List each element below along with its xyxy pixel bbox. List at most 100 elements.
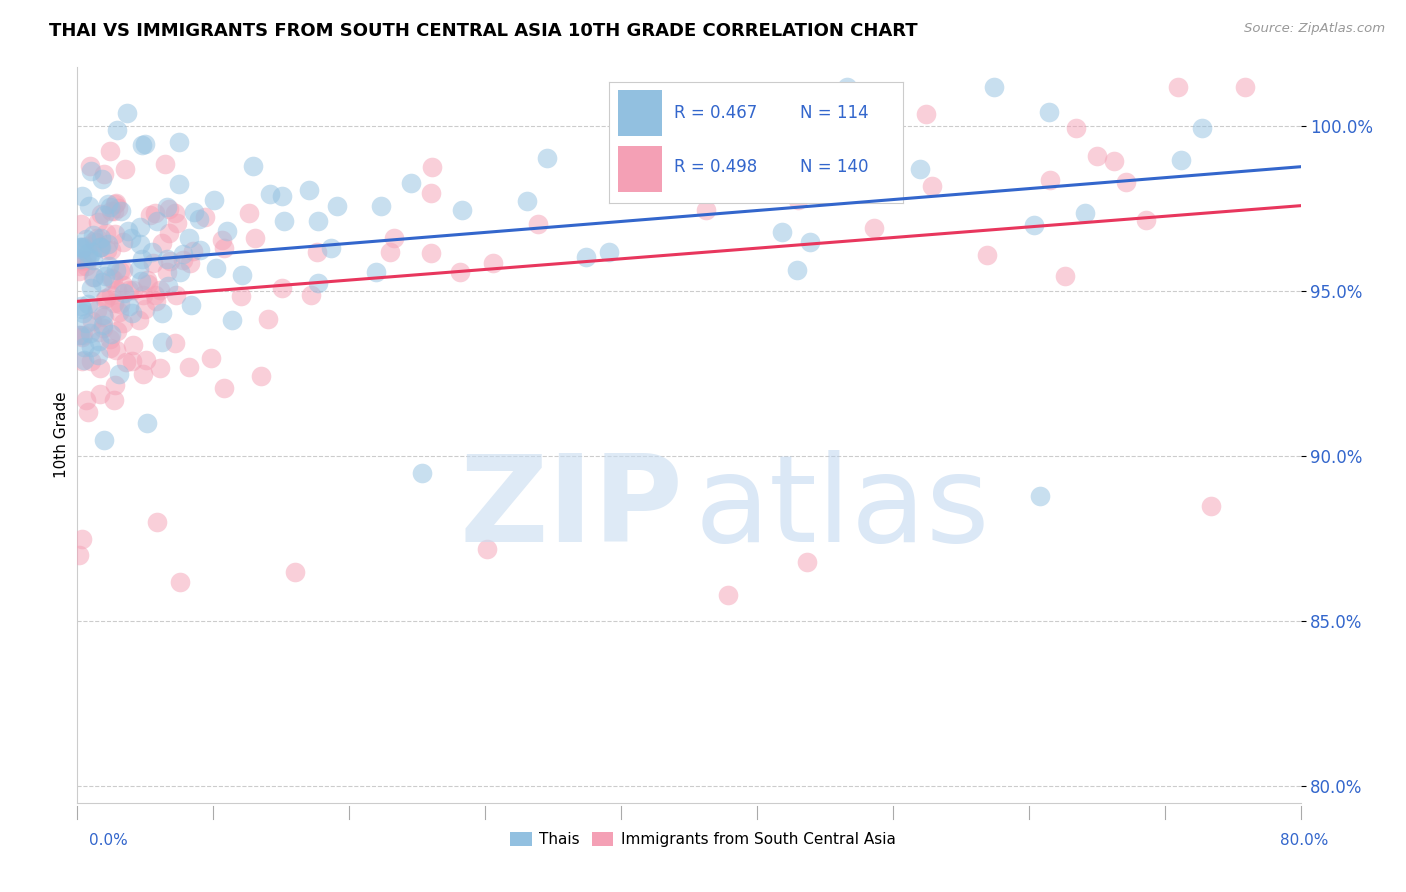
Point xyxy=(86,302,108,317)
Point xyxy=(163,336,186,351)
Point xyxy=(76,297,98,311)
Point xyxy=(145,213,167,227)
Point xyxy=(321,241,343,255)
Point xyxy=(105,324,128,338)
Point xyxy=(167,135,190,149)
Point xyxy=(221,312,243,326)
Point xyxy=(111,235,134,250)
Point xyxy=(243,230,266,244)
Point xyxy=(238,206,260,220)
Point xyxy=(384,230,406,244)
Point xyxy=(75,260,97,274)
Point xyxy=(96,244,118,258)
Point xyxy=(107,304,129,318)
Point xyxy=(103,295,125,310)
Point xyxy=(1028,489,1050,503)
Point xyxy=(1074,206,1097,220)
Text: atlas: atlas xyxy=(695,450,991,567)
Point xyxy=(707,153,730,168)
Point xyxy=(80,314,103,328)
Point xyxy=(77,251,100,265)
Point xyxy=(70,254,93,268)
Point xyxy=(796,555,818,569)
Point xyxy=(98,332,121,346)
Point xyxy=(94,291,117,305)
Point xyxy=(75,253,97,268)
Point xyxy=(89,387,111,401)
Point xyxy=(76,239,98,253)
Point xyxy=(1102,153,1125,168)
Point xyxy=(786,262,808,277)
Point xyxy=(89,360,111,375)
Point xyxy=(307,214,329,228)
Point xyxy=(165,287,187,301)
Point xyxy=(150,334,173,349)
Point xyxy=(86,235,108,250)
Point xyxy=(129,219,152,234)
Point xyxy=(111,262,134,277)
Point xyxy=(259,186,281,201)
Point xyxy=(103,204,125,219)
Point xyxy=(69,242,91,256)
Point xyxy=(143,287,166,301)
Point xyxy=(111,277,134,292)
Point xyxy=(105,123,128,137)
Point xyxy=(89,239,111,253)
Point xyxy=(77,199,100,213)
Point xyxy=(249,368,271,383)
Point xyxy=(108,367,131,381)
Point xyxy=(211,233,233,247)
Point xyxy=(132,367,155,381)
Point xyxy=(79,160,101,174)
Point xyxy=(149,360,172,375)
Point xyxy=(80,354,103,368)
Point xyxy=(70,532,93,546)
Point xyxy=(231,268,253,283)
Point xyxy=(204,260,226,275)
Point xyxy=(273,214,295,228)
Point xyxy=(108,296,131,310)
Point xyxy=(94,227,117,241)
Point xyxy=(104,343,127,357)
Text: 0.0%: 0.0% xyxy=(89,833,128,847)
Point xyxy=(86,231,108,245)
Point xyxy=(830,105,852,120)
Point xyxy=(194,211,217,225)
Point xyxy=(90,207,112,221)
Point xyxy=(411,466,433,480)
Point xyxy=(72,328,94,343)
Point xyxy=(91,171,114,186)
Point xyxy=(80,164,103,178)
Point xyxy=(482,256,505,270)
Point xyxy=(200,351,222,365)
Point xyxy=(104,197,127,211)
Point xyxy=(449,265,471,279)
Point xyxy=(100,203,122,218)
Point xyxy=(93,310,115,325)
Point xyxy=(80,340,103,354)
Point xyxy=(983,79,1005,94)
Point xyxy=(134,302,156,317)
Point xyxy=(117,300,139,314)
Point xyxy=(103,392,125,407)
Point xyxy=(94,292,117,306)
Point xyxy=(172,247,194,261)
Point xyxy=(89,240,111,254)
Point xyxy=(150,306,173,320)
Point xyxy=(169,265,191,279)
Point xyxy=(91,308,114,322)
Point xyxy=(177,231,200,245)
Point xyxy=(70,302,93,317)
Point xyxy=(305,245,328,260)
Point xyxy=(271,189,294,203)
Point xyxy=(87,214,110,228)
Point xyxy=(82,245,104,260)
Point xyxy=(169,574,191,589)
Point xyxy=(863,221,886,235)
Point xyxy=(91,318,114,332)
Point xyxy=(157,226,180,240)
Point xyxy=(104,378,127,392)
Point xyxy=(70,354,93,368)
Point xyxy=(93,433,115,447)
Point xyxy=(128,262,150,277)
